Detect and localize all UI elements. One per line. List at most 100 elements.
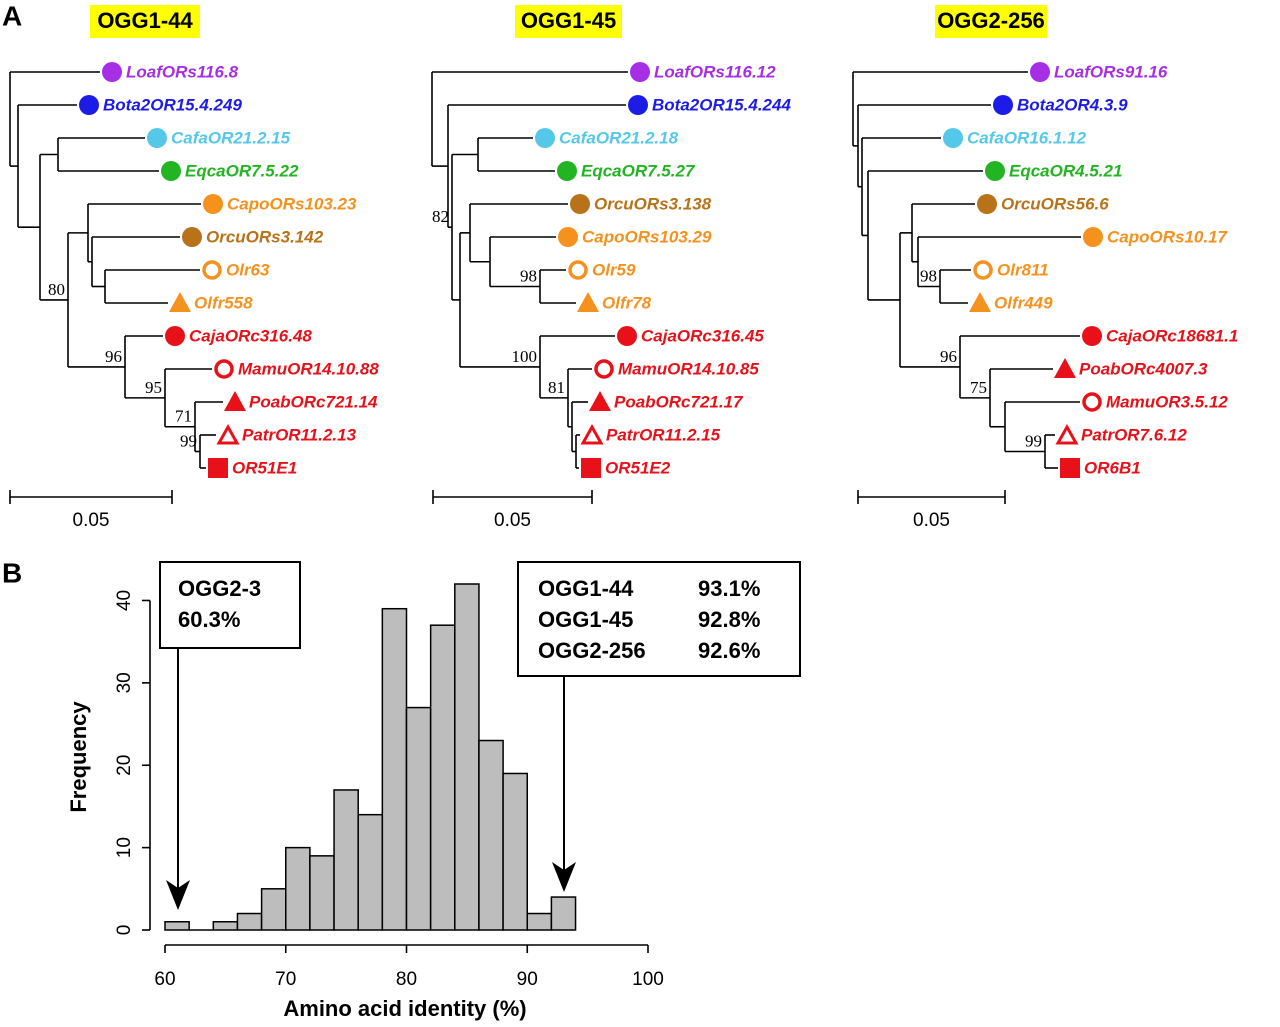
leaf-label: LoafORs91.16 [1054, 62, 1168, 81]
x-tick-label: 60 [154, 969, 175, 990]
annotation-box [517, 561, 801, 677]
leaf-label: CafaOR21.2.18 [559, 128, 679, 147]
bootstrap: 71 [175, 407, 192, 426]
leaf-label: OrcuORs3.142 [206, 227, 324, 246]
leaf-label: Olr811 [997, 260, 1049, 279]
bar [333, 789, 359, 931]
bar [236, 912, 263, 931]
leaf-marker [581, 458, 601, 478]
leaf-marker [568, 260, 588, 280]
leaf-label: PatrOR11.2.13 [242, 425, 357, 444]
scale-label: 0.05 [913, 510, 950, 531]
bootstrap: 100 [512, 347, 538, 366]
x-tick-label: 100 [632, 969, 664, 990]
title-box [935, 5, 1047, 38]
leaf-label: OR6B1 [1084, 458, 1141, 477]
bootstrap: 80 [48, 280, 65, 299]
leaf-label: Olfr78 [602, 293, 652, 312]
tree-title: OGG1-44 [97, 8, 193, 33]
bar [309, 855, 335, 931]
leaf-label: PatrOR11.2.15 [606, 425, 721, 444]
leaf-label: PoabORc721.14 [249, 392, 378, 411]
bootstrap: 96 [105, 347, 122, 366]
leaf-marker [102, 62, 122, 82]
title-box [515, 5, 622, 38]
leaf-marker [1083, 227, 1103, 247]
leaf-label: PoabORc721.17 [614, 392, 744, 411]
leaf-marker [165, 326, 185, 346]
leaf-marker [214, 359, 234, 379]
scale-label: 0.05 [73, 510, 110, 531]
leaf-label: Bota2OR4.3.9 [1017, 95, 1128, 114]
bootstrap: 82 [432, 207, 449, 226]
tree-title: OGG2-256 [937, 8, 1045, 33]
x-tick-label: 90 [517, 969, 538, 990]
leaf-label: CapoORs103.23 [227, 194, 357, 213]
leaf-marker [589, 391, 611, 411]
leaf-marker [182, 227, 202, 247]
annotation-text: 93.1% [698, 576, 760, 601]
annotation-text: OGG1-44 [538, 576, 634, 601]
leaf-label: Bota2OR15.4.244 [652, 95, 791, 114]
bootstrap: 98 [520, 266, 537, 285]
leaf-label: CajaORc18681.1 [1106, 326, 1238, 345]
bootstrap: 96 [940, 347, 957, 366]
leaf-marker [973, 260, 993, 280]
leaf-marker [577, 292, 599, 312]
x-axis-label: Amino acid identity (%) [283, 996, 526, 1021]
leaf-marker [202, 260, 222, 280]
leaf-label: OR51E1 [232, 458, 297, 477]
leaf-marker [557, 161, 577, 181]
bootstrap: 98 [920, 266, 937, 285]
leaf-marker [594, 359, 614, 379]
bar [478, 739, 504, 931]
leaf-marker [1082, 326, 1102, 346]
leaf-marker [169, 292, 191, 312]
leaf-marker [216, 423, 240, 445]
leaf-marker [558, 227, 578, 247]
annotation-text: OGG2-3 [178, 576, 261, 601]
leaf-label: CapoORs10.17 [1107, 227, 1229, 246]
annotation-box [159, 561, 301, 649]
leaf-marker [147, 128, 167, 148]
leaf-label: LoafORs116.8 [126, 62, 239, 81]
annotation-text: 92.6% [698, 638, 760, 663]
leaf-marker [535, 128, 555, 148]
x-tick-label: 80 [396, 969, 417, 990]
leaf-marker [580, 423, 604, 445]
bar [164, 921, 190, 931]
bar [502, 772, 529, 931]
leaf-label: Olfr449 [994, 293, 1053, 312]
leaf-label: CafaOR21.2.15 [171, 128, 291, 147]
leaf-label: PatrOR7.6.12 [1081, 425, 1187, 444]
scale-label: 0.05 [494, 510, 531, 531]
leaf-label: EqcaOR7.5.27 [581, 161, 696, 180]
leaf-marker [79, 95, 99, 115]
leaf-marker [943, 128, 963, 148]
leaf-label: MamuOR14.10.88 [238, 359, 379, 378]
leaf-label: MamuOR14.10.85 [618, 359, 759, 378]
leaf-marker [1082, 392, 1102, 412]
leaf-marker [969, 292, 991, 312]
x-tick-label: 70 [275, 969, 296, 990]
bootstrap: 99 [1025, 431, 1042, 450]
leaf-label: EqcaOR4.5.21 [1009, 161, 1122, 180]
bootstrap: 99 [180, 431, 197, 450]
bar [429, 624, 456, 931]
leaf-marker [161, 161, 181, 181]
leaf-label: OrcuORs3.138 [594, 194, 712, 213]
arrow-head [166, 880, 190, 910]
leaf-marker [985, 161, 1005, 181]
leaf-label: EqcaOR7.5.22 [185, 161, 299, 180]
leaf-label: Olr63 [226, 260, 270, 279]
bootstrap: 95 [145, 378, 162, 397]
leaf-label: Olfr558 [194, 293, 253, 312]
bar [357, 813, 384, 931]
arrow-head [552, 862, 576, 892]
panel-label: B [2, 557, 22, 588]
y-tick-label: 10 [114, 837, 135, 858]
leaf-marker [1055, 423, 1079, 445]
bootstrap: 81 [548, 378, 565, 397]
leaf-marker [208, 458, 228, 478]
